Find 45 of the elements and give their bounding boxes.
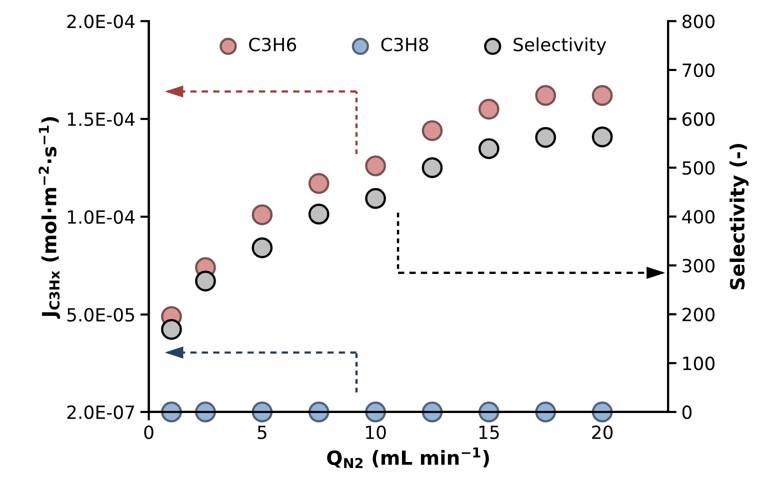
x-tick-label: 20 [592, 425, 613, 440]
y2-tick-label: 500 [682, 161, 715, 175]
y2-tick-label: 100 [683, 356, 715, 370]
point [252, 204, 273, 226]
y-tick-label: 2.0E-04 [67, 14, 135, 28]
legend-label: C3H8 [381, 38, 428, 52]
point [308, 173, 330, 194]
point [161, 318, 182, 340]
y2-tick-label: 400 [682, 210, 715, 224]
y2-tick-label: 200 [682, 308, 715, 322]
point [365, 155, 386, 176]
y-tick-label: 5.0E-05 [67, 308, 134, 322]
point [308, 204, 330, 225]
point [478, 98, 500, 120]
y2-axis-title: Selectivity (-) [730, 144, 749, 290]
x-tick-label: 10 [366, 425, 386, 440]
point [252, 402, 273, 422]
point [365, 402, 386, 422]
point [592, 402, 613, 422]
point [592, 85, 613, 106]
point [422, 120, 443, 142]
y2-tick-label: 600 [682, 112, 715, 126]
y2-tick-label: 300 [682, 258, 715, 273]
y-tick-label: 1.0E-04 [68, 210, 135, 224]
x-tick-label: 15 [479, 426, 499, 440]
point [365, 188, 386, 209]
y-axis-title: J$_{C3Hx}$ (mol·m$^{−2}$·s$^{−1}$) [38, 117, 60, 319]
point [535, 126, 556, 148]
y2-tick-label: 0 [682, 405, 692, 420]
x-tick-label: 0 [144, 425, 154, 440]
point [195, 270, 216, 292]
point [478, 402, 500, 422]
point [535, 85, 556, 106]
legend-label: C3H6 [249, 38, 296, 52]
point [252, 237, 273, 258]
y-tick-label: 1.5E-04 [68, 112, 135, 126]
y2-tick-label: 700 [682, 63, 715, 78]
y-tick-label: 2.0E-07 [67, 405, 134, 420]
y2-tick-label: 800 [682, 14, 715, 28]
legend-label: Selectivity [514, 37, 606, 55]
x-axis-title: Q$_{N2}$ (mL min$^{−1}$) [327, 447, 489, 468]
x-tick-label: 5 [258, 426, 266, 440]
point [422, 157, 443, 178]
point [478, 138, 500, 160]
point [592, 126, 613, 148]
